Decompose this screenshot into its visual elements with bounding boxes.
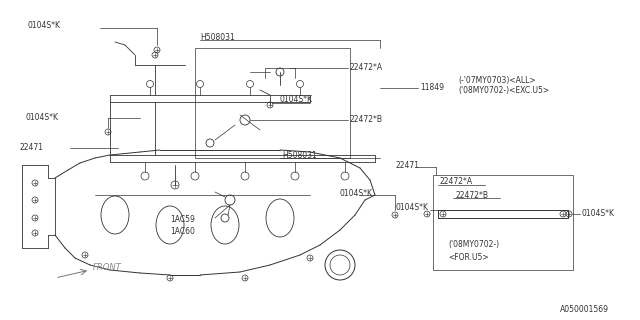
Text: 22471: 22471 (20, 142, 44, 151)
Text: ('08MY0702-)<EXC.U5>: ('08MY0702-)<EXC.U5> (458, 85, 549, 94)
Text: 22472*B: 22472*B (455, 190, 488, 199)
Text: 0104S*K: 0104S*K (280, 95, 313, 105)
Text: <FOR.U5>: <FOR.U5> (448, 252, 488, 261)
Text: 0104S*K: 0104S*K (25, 113, 58, 122)
Text: ('08MY0702-): ('08MY0702-) (448, 241, 499, 250)
Text: 0104S*K: 0104S*K (28, 21, 61, 30)
Text: 1AC59: 1AC59 (170, 215, 195, 225)
Text: FRONT: FRONT (93, 263, 122, 273)
Text: H508031: H508031 (200, 33, 235, 42)
Text: 0104S*K: 0104S*K (395, 204, 428, 212)
Text: 0104S*K: 0104S*K (582, 209, 615, 218)
Bar (433, 175, 573, 270)
Text: 22472*A: 22472*A (350, 62, 383, 71)
Text: 22472*A: 22472*A (440, 178, 473, 187)
Text: H508031: H508031 (282, 150, 317, 159)
Text: 22472*B: 22472*B (350, 115, 383, 124)
Text: (-'07MY0703)<ALL>: (-'07MY0703)<ALL> (458, 76, 536, 84)
Text: 1AC60: 1AC60 (170, 228, 195, 236)
Bar (195, 48, 350, 158)
Text: 11849: 11849 (420, 83, 444, 92)
Text: A050001569: A050001569 (560, 306, 609, 315)
Text: 22471: 22471 (395, 161, 419, 170)
Text: 0104S*K: 0104S*K (340, 188, 373, 197)
